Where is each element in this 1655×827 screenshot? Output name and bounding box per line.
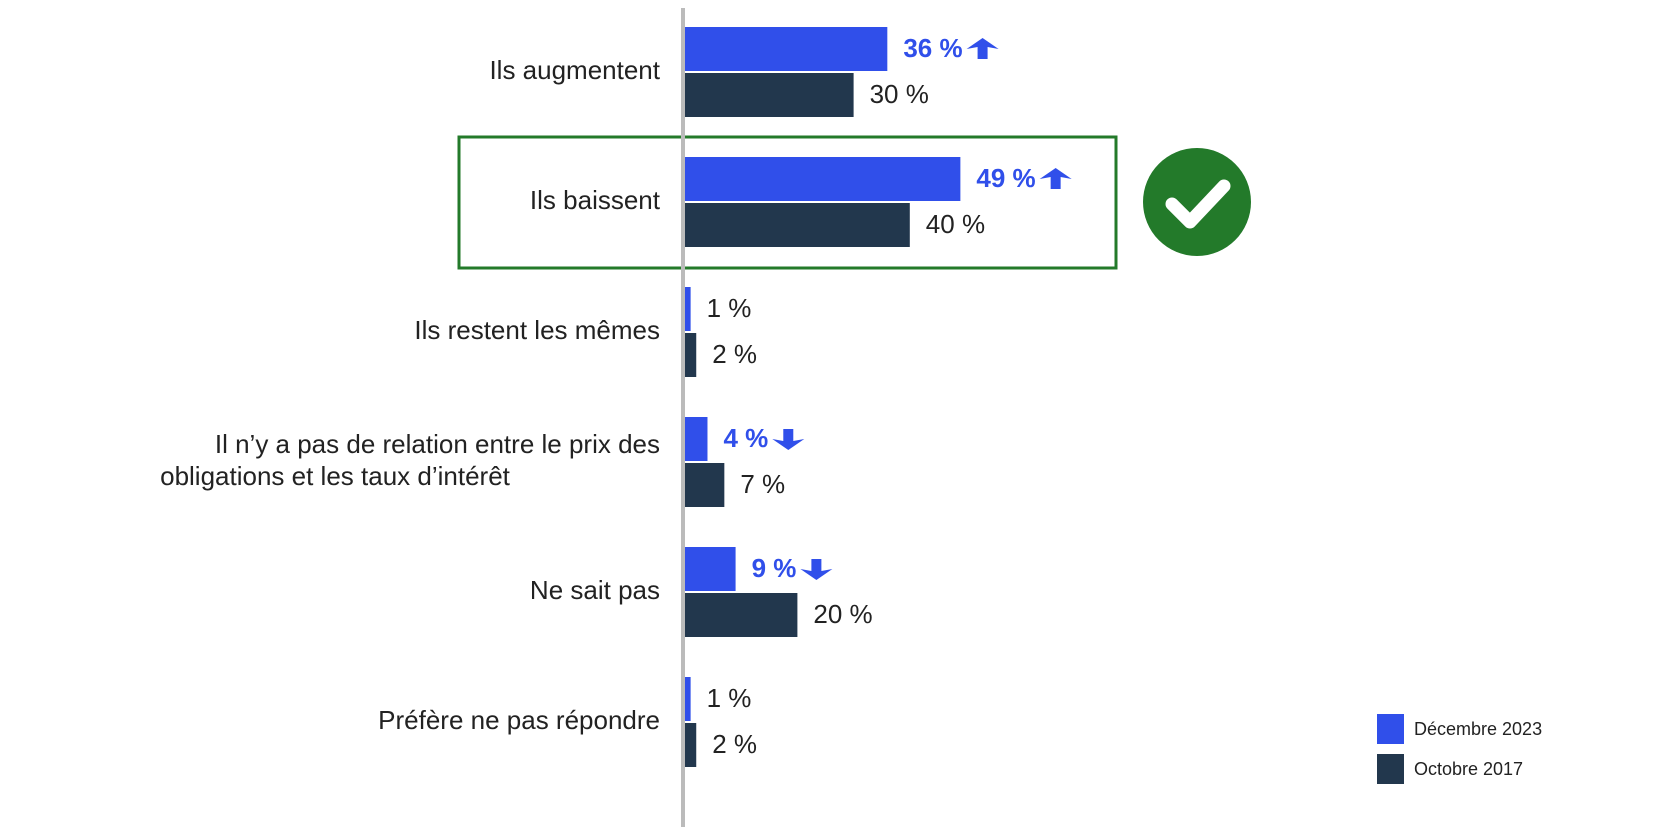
bar <box>685 547 736 591</box>
bar <box>685 723 697 767</box>
value-label: 20 % <box>813 599 872 629</box>
legend-swatch <box>1377 714 1404 744</box>
bar <box>685 73 854 117</box>
change-arrow <box>966 38 999 59</box>
value-label: 4 % <box>723 423 768 453</box>
category-label: Ils baissent <box>530 185 661 215</box>
bar <box>685 417 708 461</box>
bar <box>685 287 691 331</box>
change-arrow <box>772 429 805 450</box>
category-label: Il n’y a pas de relation entre le prix d… <box>160 429 660 491</box>
value-label: 49 % <box>976 163 1035 193</box>
value-label: 30 % <box>870 79 929 109</box>
value-label: 1 % <box>707 293 752 323</box>
value-label: 36 % <box>903 33 962 63</box>
bar <box>685 157 961 201</box>
value-label: 7 % <box>740 469 785 499</box>
legend-label: Décembre 2023 <box>1414 719 1542 739</box>
change-arrow <box>800 559 833 580</box>
change-arrow <box>1039 168 1072 189</box>
legend-label: Octobre 2017 <box>1414 759 1523 779</box>
value-label: 2 % <box>712 339 757 369</box>
category-label: Ils augmentent <box>489 55 660 85</box>
highlight-box <box>457 135 1118 270</box>
category-label: Ne sait pas <box>530 575 660 605</box>
bar <box>685 333 697 377</box>
bar <box>685 203 910 247</box>
value-label: 9 % <box>752 553 797 583</box>
category-label: Préfère ne pas répondre <box>378 705 660 735</box>
value-label: 2 % <box>712 729 757 759</box>
legend-swatch <box>1377 754 1404 784</box>
check-badge <box>1143 148 1251 256</box>
value-label: 1 % <box>707 683 752 713</box>
category-label: Ils restent les mêmes <box>414 315 660 345</box>
bar <box>685 593 798 637</box>
bar <box>685 463 725 507</box>
bar <box>685 27 888 71</box>
value-label: 40 % <box>926 209 985 239</box>
bar <box>685 677 691 721</box>
check-mark <box>1165 179 1231 229</box>
